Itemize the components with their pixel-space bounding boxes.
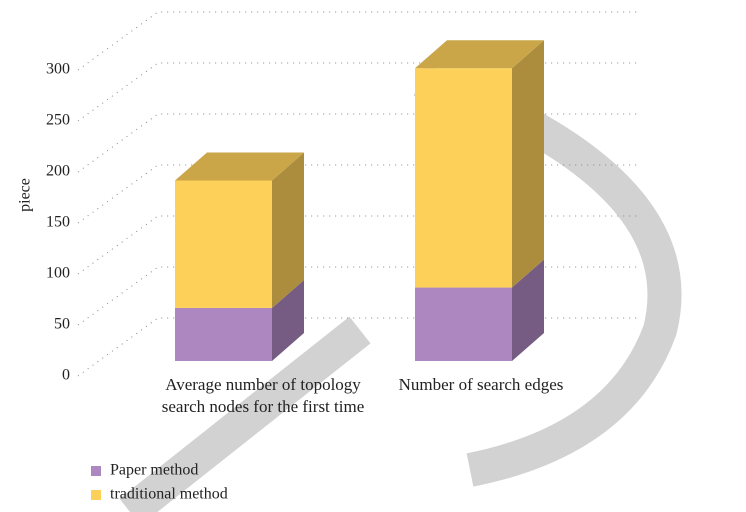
bar <box>175 180 272 308</box>
x-tick-label: Average number of topology search nodes … <box>161 375 365 416</box>
grid-line <box>77 266 640 326</box>
bar-side <box>272 152 304 308</box>
grid-line <box>77 164 640 224</box>
legend-swatch <box>91 490 101 500</box>
bar-top <box>415 40 544 69</box>
y-tick-label: 50 <box>54 316 70 333</box>
bar-side <box>272 279 304 361</box>
bar <box>415 287 512 361</box>
y-axis-label: piece <box>17 178 34 212</box>
bar-side <box>512 259 544 361</box>
bar <box>415 68 512 288</box>
bar-side <box>512 40 544 288</box>
y-tick-label: 200 <box>46 163 70 180</box>
grid-line <box>77 215 640 275</box>
y-tick-label: 150 <box>46 214 70 231</box>
y-tick-label: 250 <box>46 112 70 129</box>
y-tick-label: 100 <box>46 265 70 282</box>
y-tick-label: 0 <box>62 367 70 384</box>
bar-top <box>175 152 304 181</box>
legend-label: traditional method <box>110 486 228 503</box>
watermark <box>119 64 682 512</box>
legend-label: Paper method <box>110 462 198 479</box>
grid-line <box>77 11 640 71</box>
bar <box>175 307 272 361</box>
legend-swatch <box>91 466 101 476</box>
y-tick-label: 300 <box>46 61 70 78</box>
x-tick-label: Number of search edges <box>398 375 564 394</box>
grid-line <box>77 62 640 122</box>
